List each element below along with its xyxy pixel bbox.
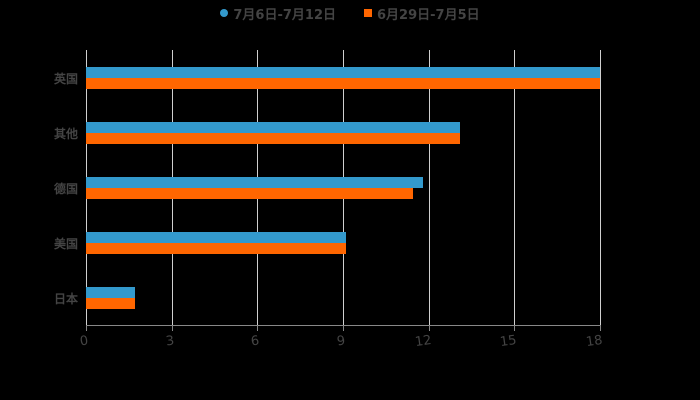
x-tick [343, 326, 344, 331]
gridline [514, 50, 515, 325]
legend-item-series2[interactable]: 6月29日-7月5日 [364, 4, 480, 23]
category-label: 日本 [53, 292, 78, 306]
category-label: 英国 [53, 72, 78, 86]
series2-marker-icon [364, 9, 372, 17]
x-tick [172, 326, 173, 331]
x-tick-label: 6 [249, 333, 261, 350]
bar-series2[interactable] [86, 133, 460, 144]
bar-series1[interactable] [86, 177, 423, 188]
bar-series2[interactable] [86, 243, 346, 254]
legend-item-series1[interactable]: 7月6日-7月12日 [220, 4, 336, 23]
x-tick-label: 18 [585, 332, 604, 351]
x-tick-label: 12 [414, 332, 433, 351]
category-label: 美国 [53, 237, 78, 251]
x-axis-line [86, 325, 601, 326]
bar-series2[interactable] [86, 188, 413, 199]
chart-legend: 7月6日-7月12日 6月29日-7月5日 [0, 4, 700, 23]
bar-series1[interactable] [86, 232, 346, 243]
bar-series2[interactable] [86, 78, 600, 89]
gridline [600, 50, 601, 325]
x-tick-label: 0 [78, 333, 90, 350]
x-tick [86, 326, 87, 331]
bar-series1[interactable] [86, 287, 135, 298]
legend-label-series2: 6月29日-7月5日 [377, 7, 480, 23]
x-tick-label: 3 [164, 333, 176, 350]
x-tick-label: 9 [335, 333, 347, 350]
x-tick [600, 326, 601, 331]
series1-marker-icon [220, 9, 229, 17]
x-tick [257, 326, 258, 331]
x-tick-label: 15 [499, 332, 518, 351]
bar-series2[interactable] [86, 298, 135, 309]
x-tick [514, 326, 515, 331]
legend-label-series1: 7月6日-7月12日 [233, 7, 336, 23]
bar-series1[interactable] [86, 122, 460, 133]
gridline [429, 50, 430, 325]
category-label: 其他 [53, 127, 78, 141]
category-label: 德国 [53, 182, 78, 196]
x-tick [429, 326, 430, 331]
bar-series1[interactable] [86, 67, 600, 78]
